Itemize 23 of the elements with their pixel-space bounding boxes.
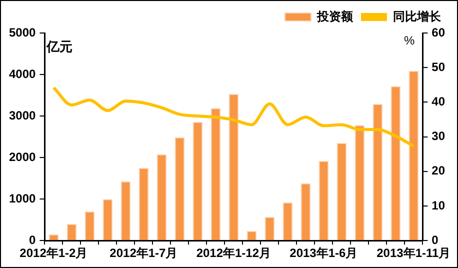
y-tick-label: 1000 — [8, 191, 36, 206]
y2-tick-label: 40 — [432, 94, 446, 109]
y-axis-title: 亿元 — [46, 39, 73, 54]
x-tick-label: 2013年1-11月 — [376, 246, 451, 260]
legend-label: 投资额 — [316, 9, 354, 24]
y2-tick-label: 0 — [432, 232, 439, 247]
y2-tick-label: 60 — [432, 25, 446, 40]
y2-tick-label: 20 — [432, 164, 446, 178]
legend-label: 同比增长 — [393, 9, 442, 24]
y-tick-label: 3000 — [8, 108, 36, 122]
x-tick-label: 2012年1-7月 — [110, 246, 178, 260]
y-tick-label: 4000 — [8, 66, 36, 81]
y2-tick-label: 50 — [432, 60, 446, 74]
x-tick-label: 2013年1-6月 — [290, 246, 358, 260]
x-tick-label: 2012年1-12月 — [196, 246, 272, 260]
x-tick-label: 2012年1-2月 — [20, 246, 88, 260]
y-tick-label: 5000 — [8, 25, 36, 40]
y-tick-label: 0 — [29, 232, 36, 247]
y2-axis-title: % — [404, 33, 415, 48]
y2-tick-label: 30 — [432, 129, 446, 144]
y-tick-label: 2000 — [8, 150, 36, 164]
line-series — [52, 86, 416, 148]
y2-tick-label: 10 — [432, 198, 446, 212]
